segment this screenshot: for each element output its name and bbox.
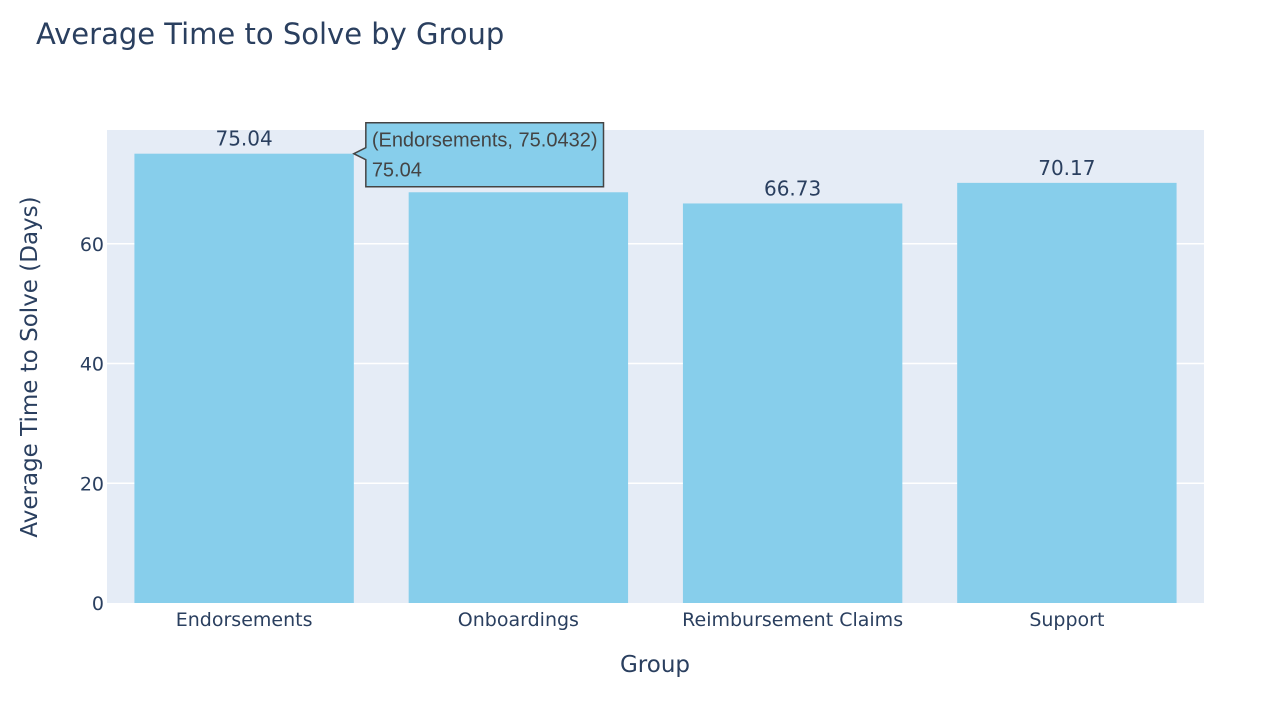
hover-tooltip-label: (Endorsements, 75.0432) bbox=[372, 130, 598, 152]
y-axis-title: Average Time to Solve (Days) bbox=[17, 196, 43, 537]
x-axis-ticks: Endorsements Onboardings Reimbursement Cla… bbox=[176, 609, 1105, 631]
y-tick-label: 20 bbox=[80, 473, 104, 495]
chart-title: Average Time to Solve by Group bbox=[36, 17, 504, 51]
y-tick-label: 60 bbox=[80, 234, 104, 256]
bar-data-label: 70.17 bbox=[1038, 156, 1095, 180]
y-tick-label: 40 bbox=[80, 354, 104, 376]
bar bbox=[408, 192, 629, 603]
bar-data-label: 66.73 bbox=[764, 176, 821, 200]
x-tick-label: Onboardings bbox=[458, 609, 579, 631]
y-axis-ticks: 0 20 40 60 bbox=[80, 234, 104, 615]
x-axis-title: Group bbox=[620, 652, 690, 678]
y-tick-label: 0 bbox=[92, 593, 104, 615]
x-tick-label: Support bbox=[1029, 609, 1104, 631]
hover-tooltip: (Endorsements, 75.0432) 75.04 bbox=[352, 121, 605, 188]
x-tick-label: Reimbursement Claims bbox=[682, 609, 903, 631]
hover-tooltip-box bbox=[352, 121, 605, 188]
bar-data-label: 75.04 bbox=[215, 127, 272, 151]
hover-tooltip-value: 75.04 bbox=[372, 160, 422, 182]
bars: 75.04 66.73 70.17 bbox=[134, 127, 1177, 604]
bar bbox=[134, 153, 354, 603]
x-tick-label: Endorsements bbox=[176, 609, 313, 631]
bar bbox=[957, 182, 1177, 603]
bar bbox=[682, 203, 903, 604]
